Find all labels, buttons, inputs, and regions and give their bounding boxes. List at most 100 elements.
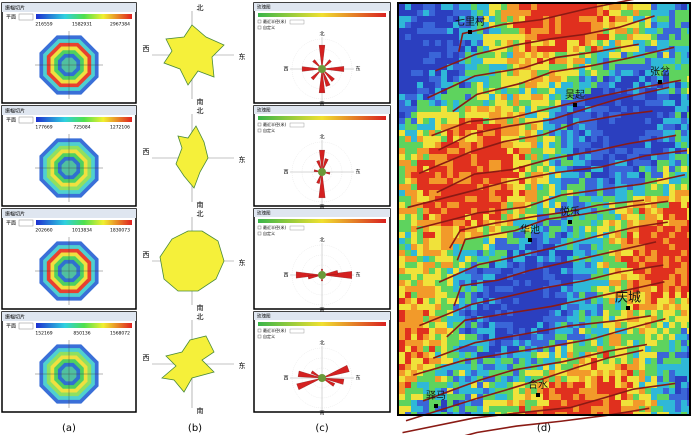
fault-line: [438, 221, 668, 283]
map-cell: [657, 184, 663, 190]
map-cell: [543, 364, 549, 370]
map-cell: [537, 160, 543, 166]
map-cell: [513, 208, 519, 214]
map-cell: [681, 118, 687, 124]
map-cell: [399, 304, 405, 310]
map-cell: [567, 304, 573, 310]
map-cell: [531, 352, 537, 358]
map-cell: [591, 130, 597, 136]
map-cell: [513, 46, 519, 52]
map-cell: [513, 256, 519, 262]
map-cell: [591, 328, 597, 334]
checkbox: [257, 225, 262, 230]
map-cell: [525, 106, 531, 112]
map-cell: [549, 376, 555, 382]
map-cell: [567, 166, 573, 172]
map-cell: [483, 166, 489, 172]
map-cell: [471, 370, 477, 376]
map-cell: [615, 28, 621, 34]
map-cell: [555, 16, 561, 22]
map-cell: [561, 274, 567, 280]
plane-label: 平面: [6, 118, 16, 124]
map-cell: [567, 232, 573, 238]
map-cell: [603, 178, 609, 184]
map-cell: [657, 160, 663, 166]
map-cell: [417, 334, 423, 340]
map-cell: [507, 202, 513, 208]
direction-label: 北: [319, 237, 324, 244]
map-cell: [495, 148, 501, 154]
map-cell: [603, 160, 609, 166]
map-cell: [639, 412, 645, 414]
map-cell: [681, 130, 687, 136]
colorbar-label: 725084: [73, 125, 90, 131]
map-cell: [495, 214, 501, 220]
map-cell: [609, 214, 615, 220]
map-cell: [663, 394, 669, 400]
map-cell: [579, 4, 585, 10]
custom-label: 自定义: [263, 127, 275, 133]
map-cell: [441, 124, 447, 130]
map-cell: [543, 70, 549, 76]
map-cell: [591, 232, 597, 238]
map-cell: [645, 142, 651, 148]
map-cell: [621, 304, 627, 310]
map-cell: [663, 16, 669, 22]
map-cell: [567, 406, 573, 412]
map-cell: [501, 148, 507, 154]
map-cell: [507, 220, 513, 226]
map-cell: [477, 16, 483, 22]
map-cell: [441, 388, 447, 394]
map-cell: [537, 154, 543, 160]
map-cell: [651, 172, 657, 178]
map-cell: [681, 4, 687, 10]
map-cell: [525, 136, 531, 142]
map-cell: [477, 304, 483, 310]
map-cell: [645, 328, 651, 334]
map-cell: [405, 382, 411, 388]
map-cell: [555, 70, 561, 76]
map-cell: [399, 130, 405, 136]
map-cell: [609, 112, 615, 118]
map-cell: [525, 406, 531, 412]
map-cell: [513, 100, 519, 106]
map-cell: [591, 226, 597, 232]
map-cell: [561, 166, 567, 172]
map-cell: [453, 190, 459, 196]
map-cell: [603, 22, 609, 28]
map-cell: [519, 400, 525, 406]
map-cell: [423, 274, 429, 280]
map-cell: [573, 406, 579, 412]
map-cell: [555, 286, 561, 292]
map-cell: [555, 238, 561, 244]
map-cell: [579, 70, 585, 76]
map-cell: [615, 10, 621, 16]
map-cell: [645, 220, 651, 226]
map-cell: [633, 328, 639, 334]
map-cell: [531, 184, 537, 190]
map-cell: [573, 346, 579, 352]
map-cell: [459, 388, 465, 394]
map-cell: [687, 286, 689, 292]
map-cell: [687, 250, 689, 256]
map-cell: [459, 274, 465, 280]
colorbar-label: 1582931: [72, 22, 92, 28]
map-cell: [633, 184, 639, 190]
map-cell: [555, 130, 561, 136]
map-cell: [639, 16, 645, 22]
map-cell: [417, 412, 423, 414]
map-cell: [561, 64, 567, 70]
map-cell: [465, 220, 471, 226]
map-cell: [585, 16, 591, 22]
map-cell: [681, 262, 687, 268]
map-cell: [657, 52, 663, 58]
map-cell: [423, 388, 429, 394]
map-cell: [681, 244, 687, 250]
map-cell: [597, 118, 603, 124]
map-cell: [513, 238, 519, 244]
map-cell: [621, 172, 627, 178]
map-cell: [531, 10, 537, 16]
map-cell: [669, 112, 675, 118]
fault-line: [452, 46, 675, 113]
well-marker: [434, 404, 438, 408]
